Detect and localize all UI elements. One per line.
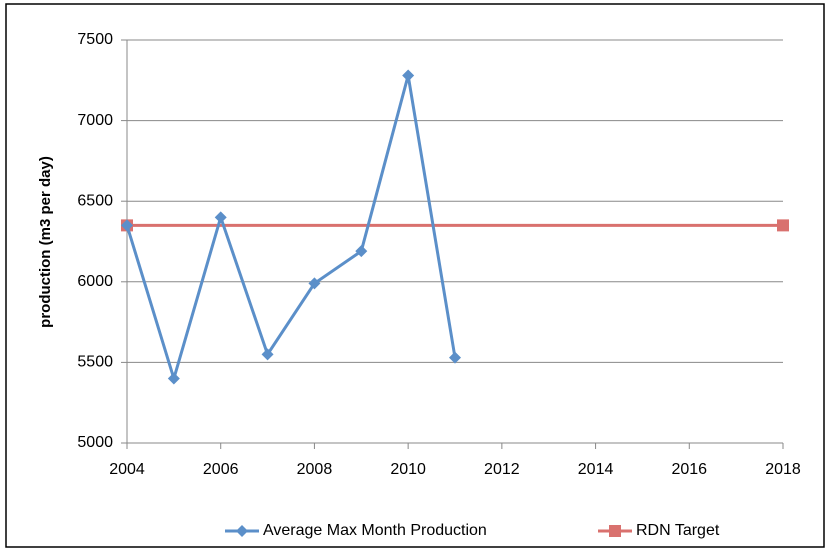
series-line bbox=[125, 75, 457, 384]
y-axis-label: production (m3 per day) bbox=[37, 156, 54, 328]
data-point bbox=[355, 245, 368, 258]
legend-marker bbox=[609, 525, 621, 537]
legend-marker bbox=[236, 525, 248, 537]
x-tick-label: 2018 bbox=[765, 461, 801, 478]
x-tick-label: 2004 bbox=[109, 461, 145, 478]
x-tick-label: 2014 bbox=[578, 461, 614, 478]
data-point bbox=[402, 69, 415, 82]
y-tick-label: 7000 bbox=[77, 112, 113, 129]
data-point bbox=[449, 351, 461, 364]
x-tick-label: 2008 bbox=[297, 461, 333, 478]
data-point bbox=[261, 348, 274, 361]
y-tick-label: 5500 bbox=[77, 354, 113, 371]
x-tick-label: 2016 bbox=[671, 461, 707, 478]
data-point bbox=[214, 211, 227, 224]
x-tick-label: 2010 bbox=[390, 461, 426, 478]
data-point bbox=[167, 372, 180, 385]
x-tick-label: 2006 bbox=[203, 461, 239, 478]
y-tick-label: 7500 bbox=[77, 31, 113, 48]
chart-frame bbox=[5, 3, 825, 548]
legend-label: Average Max Month Production bbox=[263, 522, 487, 539]
x-tick-label: 2012 bbox=[484, 461, 520, 478]
y-tick-label: 5000 bbox=[77, 434, 113, 451]
data-point bbox=[308, 277, 321, 290]
y-tick-label: 6500 bbox=[77, 192, 113, 209]
data-point bbox=[121, 219, 133, 232]
data-point bbox=[777, 219, 789, 232]
legend-label: RDN Target bbox=[636, 522, 720, 539]
y-tick-label: 6000 bbox=[77, 273, 113, 290]
